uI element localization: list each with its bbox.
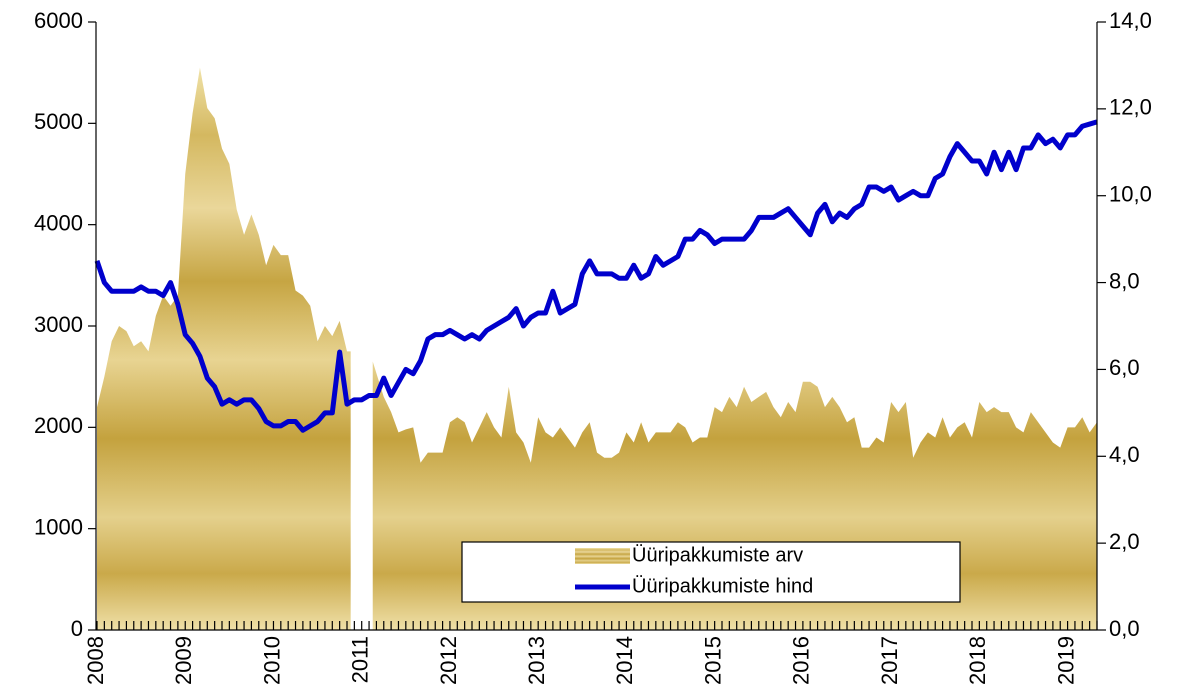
y-tick-label: 0	[71, 616, 83, 641]
x-tick-label: 2014	[612, 636, 637, 685]
legend-box	[461, 541, 961, 603]
x-tick-label: 2017	[877, 636, 902, 685]
y-tick-label: 5000	[34, 109, 83, 134]
y2-tick-label: 0,0	[1109, 616, 1140, 641]
x-tick-label: 2009	[171, 636, 196, 685]
legend-label: Üüripakkumiste hind	[632, 575, 813, 597]
x-tick-label: 2013	[524, 636, 549, 685]
y2-tick-label: 8,0	[1109, 268, 1140, 293]
y2-tick-label: 14,0	[1109, 8, 1152, 33]
legend-label: Üüripakkumiste arv	[632, 544, 803, 566]
y2-tick-label: 6,0	[1109, 355, 1140, 380]
x-tick-label: 2010	[259, 636, 284, 685]
line	[94, 119, 1098, 433]
y2-tick-label: 2,0	[1109, 529, 1140, 554]
x-tick-label: 2018	[965, 636, 990, 685]
y-tick-label: 2000	[34, 413, 83, 438]
x-tick-label: 2011	[348, 636, 373, 683]
x-tick-label: 2015	[700, 636, 725, 685]
y-tick-label: 6000	[34, 8, 83, 33]
y-tick-label: 3000	[34, 312, 83, 337]
y-tick-label: 1000	[34, 514, 83, 539]
x-tick-label: 2019	[1053, 636, 1078, 685]
area	[97, 67, 1097, 631]
x-tick-label: 2016	[789, 636, 814, 685]
y2-tick-label: 12,0	[1109, 95, 1152, 120]
x-tick-label: 2008	[83, 636, 108, 685]
y-tick-label: 4000	[34, 210, 83, 235]
x-tick-label: 2012	[436, 636, 461, 685]
y2-tick-label: 4,0	[1109, 442, 1140, 467]
legend-swatch	[575, 548, 630, 564]
y2-tick-label: 10,0	[1109, 182, 1152, 207]
